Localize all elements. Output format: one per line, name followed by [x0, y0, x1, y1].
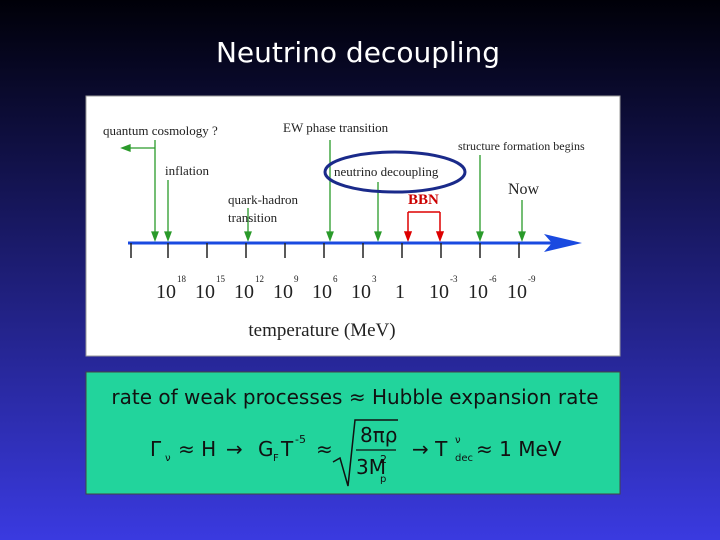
- arrowhead: [403, 231, 413, 243]
- slide-title: Neutrino decoupling: [216, 36, 500, 69]
- axis-arrowhead: [544, 234, 582, 252]
- event-label: EW phase transition: [283, 120, 389, 135]
- arrowhead: [476, 231, 484, 242]
- event-arrows: [120, 140, 526, 242]
- arrowhead: [435, 231, 445, 243]
- tick-exponent: -6: [489, 274, 497, 284]
- symbol: → T: [412, 437, 448, 461]
- tick-label: 10: [312, 281, 332, 303]
- subscript: p: [380, 474, 386, 485]
- event-label: structure formation begins: [458, 139, 585, 153]
- tick-label: 10: [351, 281, 371, 303]
- symbol: Γ: [150, 437, 162, 461]
- event-labels: quantum cosmology ? inflation quark-hadr…: [103, 120, 585, 225]
- event-label: Now: [508, 181, 540, 198]
- arrowhead: [120, 144, 131, 152]
- subscript: F: [273, 453, 279, 464]
- arrowhead: [326, 231, 334, 242]
- tick-label: 10: [429, 281, 449, 303]
- tick-label: 1: [395, 281, 405, 303]
- arrowhead: [518, 231, 526, 242]
- tick-label: 10: [156, 281, 176, 303]
- tick-label: 10: [273, 281, 293, 303]
- tick-exponent: 12: [255, 274, 264, 284]
- tick-label: 10: [195, 281, 215, 303]
- tick-exponent: 3: [372, 274, 377, 284]
- timeline-panel: quantum cosmology ? inflation quark-hadr…: [85, 95, 621, 357]
- highlight-ellipse: [323, 150, 467, 194]
- symbol: ≈ H: [178, 437, 216, 461]
- tick-exponent: 9: [294, 274, 299, 284]
- event-label: inflation: [165, 163, 210, 178]
- arrowhead: [244, 231, 252, 242]
- event-label: neutrino decoupling: [334, 164, 439, 179]
- tick-exponent: 15: [216, 274, 226, 284]
- axis-label: temperature (MeV): [248, 320, 395, 341]
- superscript: 2: [380, 453, 387, 466]
- symbol: →: [226, 437, 243, 461]
- symbol: G: [258, 437, 274, 461]
- event-label: transition: [228, 210, 278, 225]
- tick-label: 10: [234, 281, 254, 303]
- symbol: ≈ 1 MeV: [476, 437, 562, 461]
- subscript: ν: [165, 453, 171, 464]
- subscript: dec: [455, 453, 473, 464]
- tick-label: 10: [507, 281, 527, 303]
- event-label: quantum cosmology ?: [103, 123, 218, 138]
- tick-label: 10: [468, 281, 488, 303]
- bbn-bracket: [403, 211, 445, 243]
- event-label: quark-hadron: [228, 192, 299, 207]
- statement: rate of weak processes ≈ Hubble expansio…: [111, 385, 598, 409]
- tick-exponent: 6: [333, 274, 338, 284]
- symbol: T: [280, 437, 294, 461]
- tick-exponent: -3: [450, 274, 458, 284]
- symbol: ≈: [316, 437, 333, 461]
- formula: Γ ν ≈ H → G F T -5 ≈ 8πρ 3M 2 p → T ν de…: [150, 419, 562, 487]
- superscript: -5: [295, 433, 306, 446]
- superscript: ν: [455, 435, 461, 446]
- tick-exponent: -9: [528, 274, 536, 284]
- denominator: 3M: [356, 455, 386, 479]
- tick-exponent: 18: [177, 274, 187, 284]
- arrowhead: [151, 231, 159, 242]
- numerator: 8πρ: [360, 423, 397, 447]
- panel-bg: [85, 95, 621, 357]
- radical: [332, 419, 398, 487]
- arrowhead: [374, 231, 382, 242]
- event-label: BBN: [408, 192, 439, 208]
- arrowhead: [164, 231, 172, 242]
- formula-panel: rate of weak processes ≈ Hubble expansio…: [85, 371, 621, 495]
